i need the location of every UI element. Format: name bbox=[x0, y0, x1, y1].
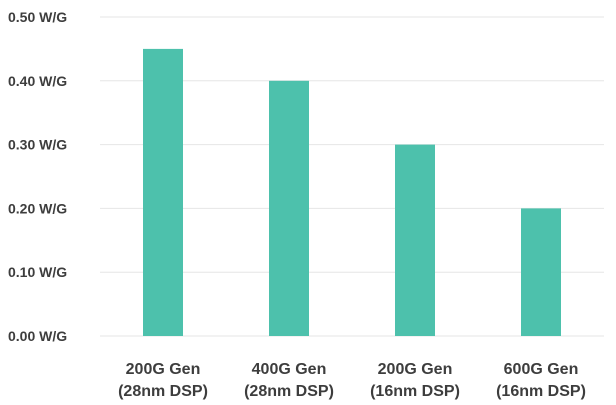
y-tick-label: 0.10 W/G bbox=[8, 264, 67, 280]
bar bbox=[269, 80, 309, 336]
bar bbox=[143, 48, 183, 337]
bars bbox=[143, 48, 561, 337]
x-category-label: 200G Gen bbox=[378, 361, 453, 378]
x-axis-category-labels: 200G Gen (28nm DSP) 400G Gen (28nm DSP) 200G… bbox=[118, 361, 586, 400]
x-category-label: 200G Gen bbox=[126, 361, 201, 378]
y-tick-label: 0.50 W/G bbox=[8, 9, 67, 25]
bar bbox=[521, 208, 561, 336]
y-tick-label: 0.00 W/G bbox=[8, 328, 67, 344]
gridlines bbox=[100, 16, 604, 337]
x-category-label: (28nm DSP) bbox=[118, 383, 208, 400]
x-category-label: 600G Gen bbox=[504, 361, 579, 378]
x-category-label: 400G Gen bbox=[252, 361, 327, 378]
y-tick-label: 0.20 W/G bbox=[8, 200, 67, 216]
y-axis-tick-labels: 0.00 W/G 0.10 W/G 0.20 W/G 0.30 W/G 0.40 W/G… bbox=[8, 9, 67, 344]
bar bbox=[395, 144, 435, 336]
x-category-label: (16nm DSP) bbox=[370, 383, 460, 400]
y-tick-label: 0.40 W/G bbox=[8, 73, 67, 89]
x-category-label: (16nm DSP) bbox=[496, 383, 586, 400]
y-tick-label: 0.30 W/G bbox=[8, 137, 67, 153]
x-category-label: (28nm DSP) bbox=[244, 383, 334, 400]
